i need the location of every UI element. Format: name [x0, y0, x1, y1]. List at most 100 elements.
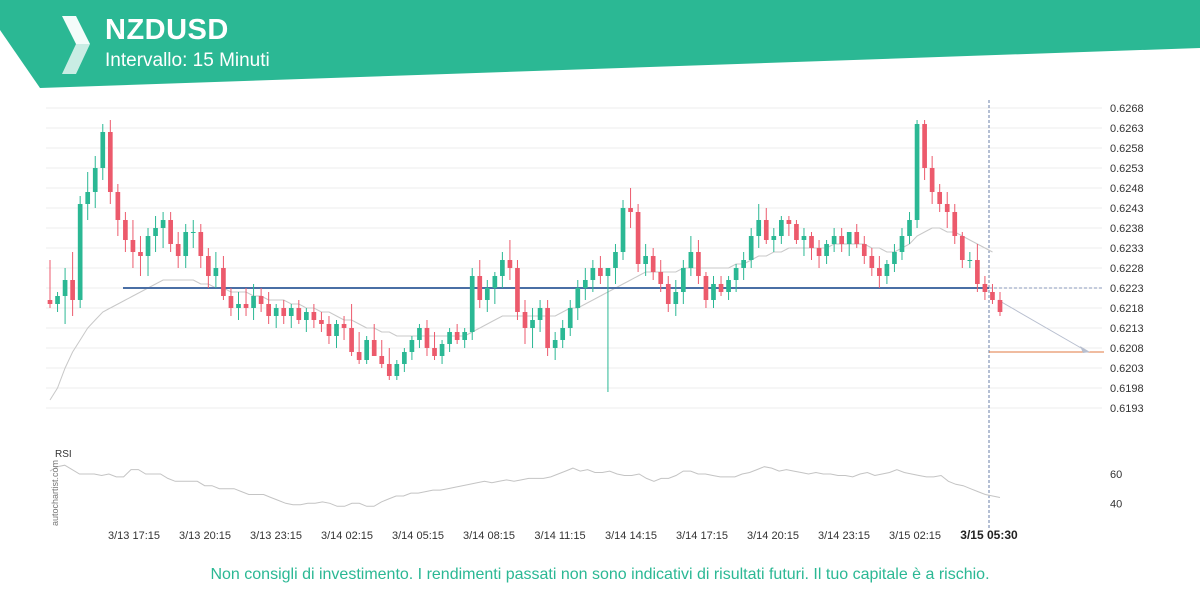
candle-body: [266, 304, 271, 316]
candle-body: [771, 236, 777, 240]
candle-body: [982, 284, 988, 292]
x-tick-label: 3/14 14:15: [605, 530, 657, 542]
candle-body: [967, 260, 973, 261]
candle-body: [990, 292, 995, 300]
candle-body: [145, 236, 151, 256]
y-tick-label: 0.6213: [1110, 323, 1144, 335]
candle-body: [409, 340, 415, 352]
x-tick-label: 3/14 20:15: [747, 530, 799, 542]
current-time-label: 3/15 05:30: [960, 528, 1018, 542]
candle-body: [183, 232, 189, 256]
candle-body: [55, 296, 60, 304]
candle-body: [696, 252, 701, 276]
x-tick-label: 3/14 05:15: [392, 530, 444, 542]
candle-body: [439, 344, 445, 356]
candle-body: [907, 220, 912, 236]
brand-logo-icon: [62, 16, 90, 74]
candle-body: [70, 280, 75, 300]
candle-body: [741, 260, 746, 268]
candle-body: [613, 252, 618, 268]
candle-body: [243, 304, 249, 308]
candle-body: [47, 300, 53, 304]
candle-body: [801, 236, 807, 240]
candle-body: [786, 220, 792, 224]
watermark: autochartist.com: [50, 459, 60, 526]
candle-body: [952, 212, 958, 236]
candle-body: [877, 268, 882, 276]
candle-body: [273, 308, 279, 316]
candle-body: [319, 320, 324, 324]
candle-body: [334, 324, 339, 336]
candle-body: [454, 332, 460, 340]
candle-body: [598, 268, 603, 276]
x-tick-label: 3/15 02:15: [889, 530, 941, 542]
candle-body: [379, 356, 385, 364]
candle-body: [394, 364, 400, 376]
y-tick-label: 0.6233: [1110, 243, 1144, 255]
candle-body: [688, 252, 694, 268]
candle-body: [432, 348, 437, 356]
y-tick-label: 0.6198: [1110, 383, 1144, 395]
candle-body: [779, 220, 784, 236]
header-banner-shape: [0, 0, 1200, 88]
candle-body: [545, 308, 550, 348]
y-tick-label: 0.6228: [1110, 263, 1144, 275]
candle-body: [258, 296, 264, 304]
candle-body: [107, 132, 113, 192]
candle-body: [884, 264, 890, 276]
candle-body: [281, 308, 287, 316]
candle-body: [959, 236, 965, 260]
y-tick-label: 0.6253: [1110, 163, 1144, 175]
candle-body: [567, 308, 573, 328]
candle-body: [417, 328, 422, 340]
candle-body: [816, 248, 822, 256]
candle-body: [560, 328, 566, 340]
interval-label: Intervallo: 15 Minuti: [105, 50, 270, 71]
y-tick-label: 0.6248: [1110, 183, 1144, 195]
candle-body: [937, 192, 943, 204]
candle-body: [944, 204, 950, 212]
candle-body: [763, 220, 769, 240]
candle-body: [794, 224, 799, 240]
candle-body: [922, 124, 927, 168]
forecast-arrow-line: [997, 299, 1089, 353]
candle-body: [824, 244, 829, 256]
candle-body: [500, 260, 505, 276]
candle-body: [628, 208, 633, 212]
candle-body: [115, 192, 121, 220]
y-tick-label: 0.6268: [1110, 103, 1144, 115]
candle-body: [575, 288, 581, 308]
candle-body: [100, 132, 106, 168]
candle-body: [402, 352, 407, 364]
candle-body: [469, 276, 475, 332]
rsi-tick-label: 40: [1110, 498, 1122, 510]
candle-body: [228, 296, 234, 308]
y-tick-label: 0.6193: [1110, 403, 1144, 415]
candle-body: [605, 268, 611, 276]
candle-body: [635, 212, 641, 264]
candle-body: [205, 256, 211, 276]
candle-body: [665, 284, 671, 304]
candle-body: [311, 312, 317, 320]
x-tick-label: 3/14 08:15: [463, 530, 515, 542]
candle-body: [809, 236, 814, 248]
candle-body: [914, 124, 920, 220]
candle-body: [288, 308, 294, 316]
candle-body: [62, 280, 68, 296]
candle-body: [680, 268, 686, 292]
candle-body: [756, 220, 762, 236]
candle-body: [726, 280, 731, 292]
rsi-label: RSI: [55, 449, 72, 460]
candle-body: [997, 300, 1003, 312]
y-tick-label: 0.6203: [1110, 363, 1144, 375]
candle-body: [892, 252, 897, 264]
candle-body: [492, 276, 498, 288]
candle-body: [123, 220, 128, 240]
candle-body: [130, 240, 136, 252]
candle-body: [839, 236, 845, 244]
candle-body: [650, 256, 656, 272]
forecast-arrowhead: [1080, 346, 1090, 353]
candle-body: [153, 228, 158, 236]
candle-body: [364, 340, 370, 360]
